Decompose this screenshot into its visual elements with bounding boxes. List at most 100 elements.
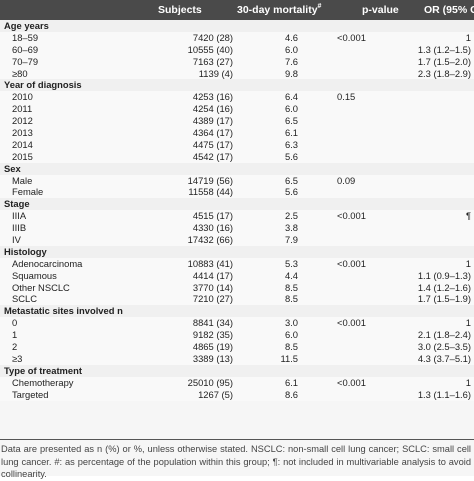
table-row: IIIB 4330 (16) 3.8	[0, 222, 474, 235]
table-row: Male 14719 (56) 6.5 0.09	[0, 174, 474, 187]
row-label: ≥3	[12, 352, 23, 364]
row-odds-ratio: 3.0 (2.5–3.5)	[417, 341, 471, 353]
row-label: Age years	[4, 20, 49, 31]
table-header: Subjects 30-day mortality# p-value OR (9…	[0, 0, 474, 20]
row-odds-ratio: 1.7 (1.5–1.9)	[417, 293, 471, 305]
row-mortality: 2.5	[284, 210, 298, 222]
table-section-header: Metastatic sites involved n	[0, 305, 474, 318]
row-odds-ratio: 1.7 (1.5–2.0)	[417, 55, 471, 67]
row-subjects: 10555 (40)	[187, 43, 233, 55]
row-label: Other NSCLC	[12, 281, 70, 293]
row-label: Sex	[4, 162, 21, 174]
row-label: Adenocarcinoma	[12, 257, 83, 269]
row-mortality: 6.4	[284, 91, 298, 103]
table-row: Targeted 1267 (5) 8.6 1.3 (1.1–1.6)	[0, 388, 474, 401]
row-mortality: 6.3	[284, 138, 298, 150]
table-row: 0 8841 (34) 3.0 <0.001 1	[0, 317, 474, 330]
row-label: Type of treatment	[4, 364, 82, 376]
row-label: 2012	[12, 115, 33, 127]
row-subjects: 4330 (16)	[192, 222, 233, 234]
row-mortality: 3.0	[284, 317, 298, 329]
row-odds-ratio: 4.3 (3.7–5.1)	[417, 352, 471, 364]
row-p-value: <0.001	[337, 31, 366, 43]
table-section-header: Histology	[0, 245, 474, 258]
row-label: Histology	[4, 245, 47, 257]
row-subjects: 8841 (34)	[192, 317, 233, 329]
table-section-header: Age years	[0, 20, 474, 32]
row-p-value: 0.09	[337, 174, 356, 186]
row-odds-ratio: 1.1 (0.9–1.3)	[417, 269, 471, 281]
row-subjects: 14719 (56)	[187, 174, 233, 186]
table-row: 1 9182 (35) 6.0 2.1 (1.8–2.4)	[0, 329, 474, 342]
table-row: 70–79 7163 (27) 7.6 1.7 (1.5–2.0)	[0, 55, 474, 68]
row-mortality: 7.9	[284, 234, 298, 246]
table-row: IIIA 4515 (17) 2.5 <0.001 ¶	[0, 210, 474, 223]
header-mortality-label: 30-day mortality	[237, 4, 318, 16]
table-body: Age years 18–59 7420 (28) 4.6 <0.001 1 60–69 10…	[0, 20, 474, 401]
row-subjects: 4389 (17)	[192, 115, 233, 127]
row-mortality: 6.5	[284, 174, 298, 186]
row-label: Year of diagnosis	[4, 79, 82, 91]
row-subjects: 4253 (16)	[192, 91, 233, 103]
row-subjects: 4865 (19)	[192, 341, 233, 353]
table-row: 60–69 10555 (40) 6.0 1.3 (1.2–1.5)	[0, 43, 474, 56]
row-odds-ratio: 2.1 (1.8–2.4)	[417, 329, 471, 341]
row-label: Metastatic sites involved n	[4, 305, 123, 317]
row-subjects: 17432 (66)	[187, 234, 233, 246]
table-row: 2013 4364 (17) 6.1	[0, 127, 474, 139]
table-row: 2010 4253 (16) 6.4 0.15	[0, 91, 474, 104]
row-subjects: 7210 (27)	[192, 293, 233, 305]
row-odds-ratio: ¶	[465, 210, 471, 222]
header-30-day-mortality: 30-day mortality#	[237, 3, 321, 16]
row-subjects: 11558 (44)	[188, 186, 233, 198]
row-subjects: 9182 (35)	[192, 329, 233, 341]
row-p-value: <0.001	[337, 376, 366, 388]
table-row: 2015 4542 (17) 5.6	[0, 150, 474, 163]
row-subjects: 4475 (17)	[192, 138, 233, 150]
row-mortality: 6.5	[284, 115, 298, 127]
row-label: Squamous	[12, 269, 57, 281]
table-bottom-rule	[0, 439, 474, 440]
row-subjects: 4364 (17)	[192, 127, 233, 139]
table-row: Other NSCLC 3770 (14) 8.5 1.4 (1.2–1.6)	[0, 281, 474, 294]
table-row: 2014 4475 (17) 6.3	[0, 138, 474, 151]
row-odds-ratio: 2.3 (1.8–2.9)	[417, 67, 471, 79]
row-label: 2014	[12, 138, 33, 150]
row-label: 2	[12, 341, 18, 353]
table-row: 2 4865 (19) 8.5 3.0 (2.5–3.5)	[0, 341, 474, 353]
row-label: 2011	[12, 103, 33, 115]
row-mortality: 6.1	[284, 376, 298, 388]
row-label: Chemotherapy	[12, 376, 74, 388]
table-row: Adenocarcinoma 10883 (41) 5.3 <0.001 1	[0, 257, 474, 270]
table-row: SCLC 7210 (27) 8.5 1.7 (1.5–1.9)	[0, 293, 474, 306]
header-p-value: p-value	[362, 4, 399, 16]
table-footnote: Data are presented as n (%) or %, unless…	[1, 444, 471, 479]
row-label: 0	[12, 317, 18, 329]
row-p-value: <0.001	[337, 317, 366, 329]
row-mortality: 6.0	[284, 103, 298, 115]
row-label: 2010	[12, 91, 33, 103]
row-label: Female	[12, 186, 44, 198]
row-label: IV	[12, 234, 21, 246]
header-odds-ratio: OR (95% CI)	[424, 4, 474, 16]
row-label: SCLC	[12, 293, 38, 305]
row-subjects: 4515 (17)	[192, 210, 233, 222]
row-label: 70–79	[12, 55, 39, 67]
row-mortality: 6.1	[284, 127, 298, 139]
row-mortality: 8.5	[284, 341, 298, 353]
row-subjects: 1139 (4)	[198, 67, 233, 79]
row-mortality: 5.3	[284, 257, 298, 269]
table-section-header: Stage	[0, 198, 474, 211]
header-subjects: Subjects	[158, 4, 202, 16]
row-mortality: 7.6	[284, 55, 298, 67]
row-subjects: 1267 (5)	[198, 388, 233, 400]
row-subjects: 4414 (17)	[192, 269, 233, 281]
row-label: 2015	[12, 150, 33, 162]
table-section-header: Year of diagnosis	[0, 79, 474, 92]
row-odds-ratio: 1	[465, 257, 471, 269]
row-subjects: 25010 (95)	[187, 376, 233, 388]
row-label: Targeted	[12, 388, 49, 400]
row-label: IIIB	[12, 222, 27, 234]
row-p-value: <0.001	[337, 210, 366, 222]
